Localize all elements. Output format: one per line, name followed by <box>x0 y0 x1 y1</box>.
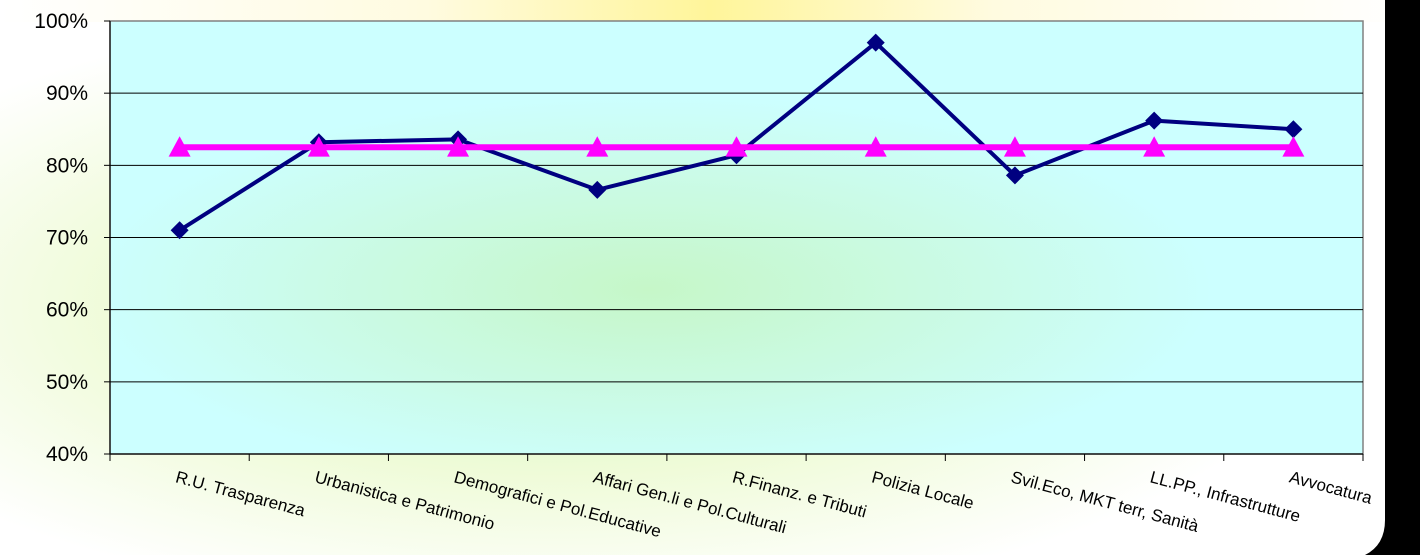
data-point-triangle <box>1003 136 1026 157</box>
data-point-diamond <box>1145 111 1164 130</box>
data-point-triangle <box>1282 136 1305 157</box>
y-tick-label: 70% <box>46 227 88 250</box>
data-point-diamond <box>588 180 607 199</box>
top-glow <box>0 0 1420 22</box>
right-border-decoration <box>1365 0 1420 555</box>
y-tick-label: 80% <box>46 154 88 177</box>
data-point-diamond <box>866 33 885 52</box>
data-point-diamond <box>1284 120 1303 139</box>
data-point-triangle <box>864 136 887 157</box>
axes <box>104 20 1364 461</box>
data-point-triangle <box>307 136 330 157</box>
data-point-diamond <box>170 221 189 240</box>
data-point-triangle <box>1143 136 1166 157</box>
data-point-triangle <box>168 136 191 157</box>
data-point-triangle <box>725 136 748 157</box>
y-axis-tick-labels: 40% 50% 60% 70% 80% 90% 100% <box>34 10 88 466</box>
data-point-triangle <box>586 136 609 157</box>
data-point-triangle <box>447 136 470 157</box>
y-tick-label: 90% <box>46 82 88 105</box>
series-triangle <box>168 136 1305 157</box>
y-tick-label: 40% <box>46 443 88 466</box>
y-tick-label: 100% <box>34 10 88 33</box>
gridlines <box>110 92 1363 383</box>
y-tick-label: 60% <box>46 299 88 322</box>
data-point-diamond <box>1005 166 1024 185</box>
series-group <box>168 33 1305 240</box>
y-tick-label: 50% <box>46 371 88 394</box>
